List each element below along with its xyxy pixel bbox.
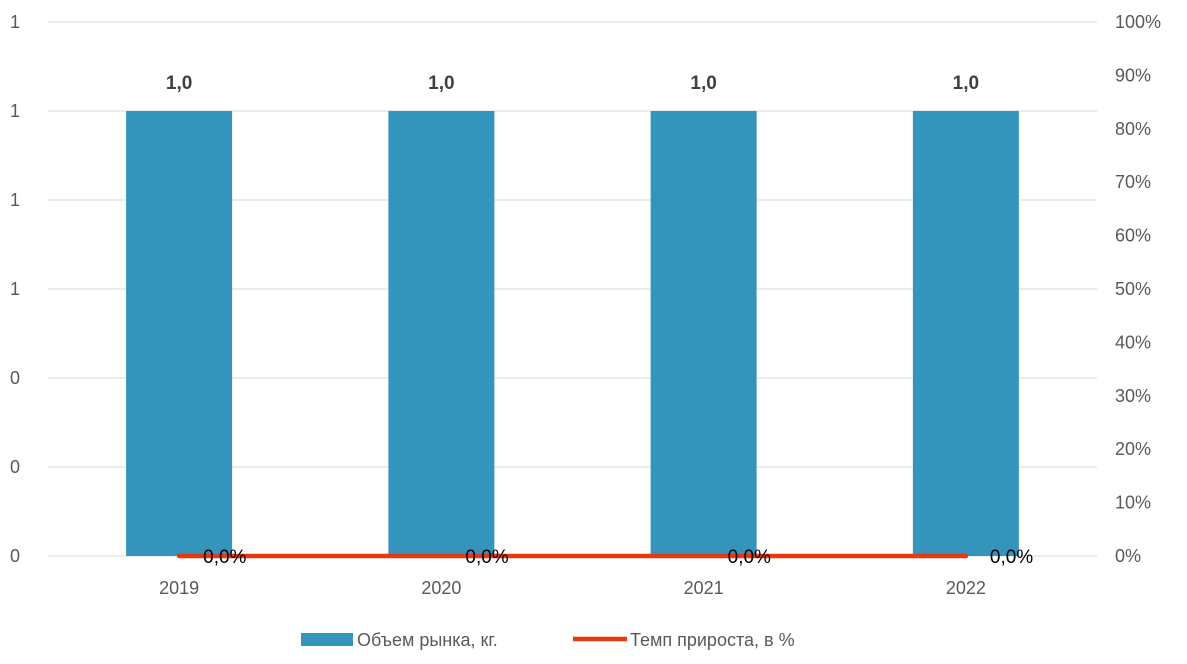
y-right-tick-label: 70% — [1115, 172, 1151, 192]
y-left-tick-label: 0 — [10, 457, 20, 477]
legend-label-line: Темп прироста, в % — [630, 630, 795, 650]
line-point — [439, 554, 444, 558]
legend-label-bar: Объем рынка, кг. — [357, 630, 498, 650]
line-series — [176, 553, 969, 559]
line-point — [177, 554, 182, 558]
x-tick-label: 2020 — [421, 578, 461, 598]
y-right-tick-label: 80% — [1115, 119, 1151, 139]
line-data-label: 0,0% — [728, 547, 771, 568]
bar-data-label: 1,0 — [690, 73, 716, 94]
x-tick-label: 2019 — [159, 578, 199, 598]
line-point — [963, 554, 968, 558]
axes: 00011110%10%20%30%40%50%60%70%80%90%100%… — [10, 12, 1161, 598]
bar — [912, 111, 1019, 556]
bar — [650, 111, 757, 556]
y-right-tick-label: 40% — [1115, 332, 1151, 352]
bar-data-label: 1,0 — [953, 73, 979, 94]
bar-data-label: 1,0 — [166, 73, 192, 94]
y-right-tick-label: 100% — [1115, 12, 1161, 32]
y-right-tick-label: 10% — [1115, 493, 1151, 513]
bar-data-label: 1,0 — [428, 73, 454, 94]
y-right-tick-label: 60% — [1115, 226, 1151, 246]
y-right-tick-label: 30% — [1115, 386, 1151, 406]
legend: Объем рынка, кг. Темп прироста, в % — [301, 630, 795, 650]
line-data-label: 0,0% — [465, 547, 508, 568]
y-left-tick-label: 1 — [10, 101, 20, 121]
bar-series — [126, 111, 1019, 556]
bar — [388, 111, 495, 556]
y-left-tick-label: 0 — [10, 546, 20, 566]
line-data-label: 0,0% — [203, 547, 246, 568]
y-right-tick-label: 50% — [1115, 279, 1151, 299]
line-point — [701, 554, 706, 558]
x-tick-label: 2021 — [684, 578, 724, 598]
legend-swatch-bar — [301, 633, 353, 646]
y-left-tick-label: 0 — [10, 368, 20, 388]
y-right-tick-label: 0% — [1115, 546, 1141, 566]
y-left-tick-label: 1 — [10, 279, 20, 299]
bar — [126, 111, 233, 556]
x-tick-label: 2022 — [946, 578, 986, 598]
y-left-tick-label: 1 — [10, 12, 20, 32]
y-left-tick-label: 1 — [10, 190, 20, 210]
line-data-label: 0,0% — [990, 547, 1033, 568]
y-right-tick-label: 20% — [1115, 439, 1151, 459]
y-right-tick-label: 90% — [1115, 65, 1151, 85]
data-labels: 1,0 1,0 1,0 1,0 0,0% 0,0% 0,0% 0,0% — [166, 73, 1033, 568]
